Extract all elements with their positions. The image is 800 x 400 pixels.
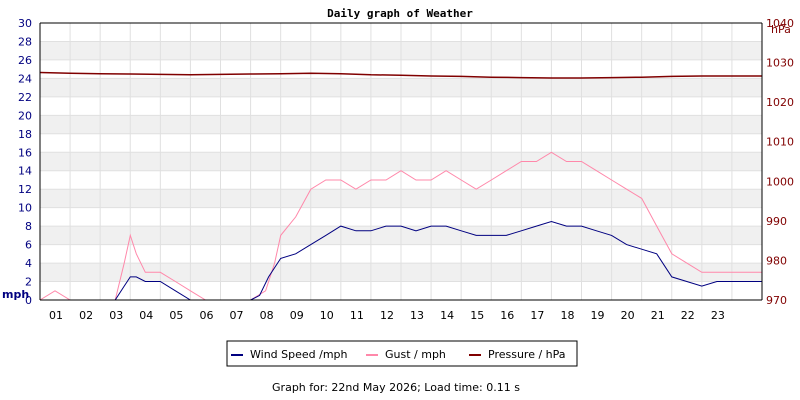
x-tick-label: 03 [109, 309, 123, 322]
left-tick-label: 18 [18, 128, 32, 141]
x-tick-label: 14 [440, 309, 454, 322]
legend: Wind Speed /mph Gust / mph Pressure / hPa [226, 340, 578, 367]
x-tick-label: 20 [621, 309, 635, 322]
series-line-gust [39, 151, 762, 301]
left-tick-label: 8 [25, 220, 32, 233]
x-tick-label: 04 [139, 309, 153, 322]
left-tick-label: 4 [25, 257, 32, 270]
x-tick-label: 21 [651, 309, 665, 322]
chart-title: Daily graph of Weather [327, 7, 473, 20]
left-axis-unit: mph [2, 288, 29, 301]
right-tick-label: 1000 [766, 175, 794, 188]
left-tick-label: 24 [18, 72, 32, 85]
x-tick-label: 13 [410, 309, 424, 322]
right-tick-label: 990 [766, 215, 787, 228]
x-tick-label: 15 [470, 309, 484, 322]
x-tick-label: 16 [500, 309, 514, 322]
right-axis-unit: hPa [771, 23, 791, 36]
x-tick-label: 18 [560, 309, 574, 322]
legend-box [226, 340, 578, 367]
legend-label-pressure: Pressure / hPa [488, 348, 566, 361]
right-tick-label: 970 [766, 294, 787, 307]
x-tick-label: 23 [711, 309, 725, 322]
left-tick-label: 12 [18, 183, 32, 196]
x-tick-label: 05 [169, 309, 183, 322]
tick-labels: 0246810121416182022242628309709809901000… [18, 17, 794, 322]
footer-text: Graph for: 22nd May 2026; Load time: 0.1… [272, 381, 520, 394]
left-tick-label: 22 [18, 91, 32, 104]
right-tick-label: 1030 [766, 57, 794, 70]
legend-label-wind-speed: Wind Speed /mph [250, 348, 348, 361]
left-tick-label: 20 [18, 109, 32, 122]
x-tick-label: 01 [49, 309, 63, 322]
left-tick-label: 30 [18, 17, 32, 30]
legend-label-gust: Gust / mph [385, 348, 446, 361]
series-line-wind-speed [40, 220, 762, 301]
series-lines [39, 71, 762, 301]
right-tick-label: 1040 [766, 17, 794, 30]
axes [39, 22, 763, 301]
x-tick-label: 02 [79, 309, 93, 322]
right-tick-label: 1020 [766, 96, 794, 109]
left-tick-label: 16 [18, 146, 32, 159]
left-tick-label: 6 [25, 239, 32, 252]
x-tick-label: 12 [380, 309, 394, 322]
right-tick-label: 980 [766, 254, 787, 267]
x-tick-label: 07 [230, 309, 244, 322]
x-tick-label: 22 [681, 309, 695, 322]
left-tick-label: 10 [18, 202, 32, 215]
x-tick-label: 08 [260, 309, 274, 322]
left-tick-label: 0 [25, 294, 32, 307]
left-tick-label: 28 [18, 35, 32, 48]
left-tick-label: 2 [25, 276, 32, 289]
x-tick-label: 17 [530, 309, 544, 322]
x-tick-label: 11 [350, 309, 364, 322]
right-tick-label: 1010 [766, 136, 794, 149]
x-tick-label: 09 [290, 309, 304, 322]
x-tick-label: 19 [591, 309, 605, 322]
left-tick-label: 26 [18, 54, 32, 67]
x-tick-label: 06 [199, 309, 213, 322]
left-tick-label: 14 [18, 165, 32, 178]
series-line-pressure [39, 71, 762, 79]
x-tick-label: 10 [320, 309, 334, 322]
